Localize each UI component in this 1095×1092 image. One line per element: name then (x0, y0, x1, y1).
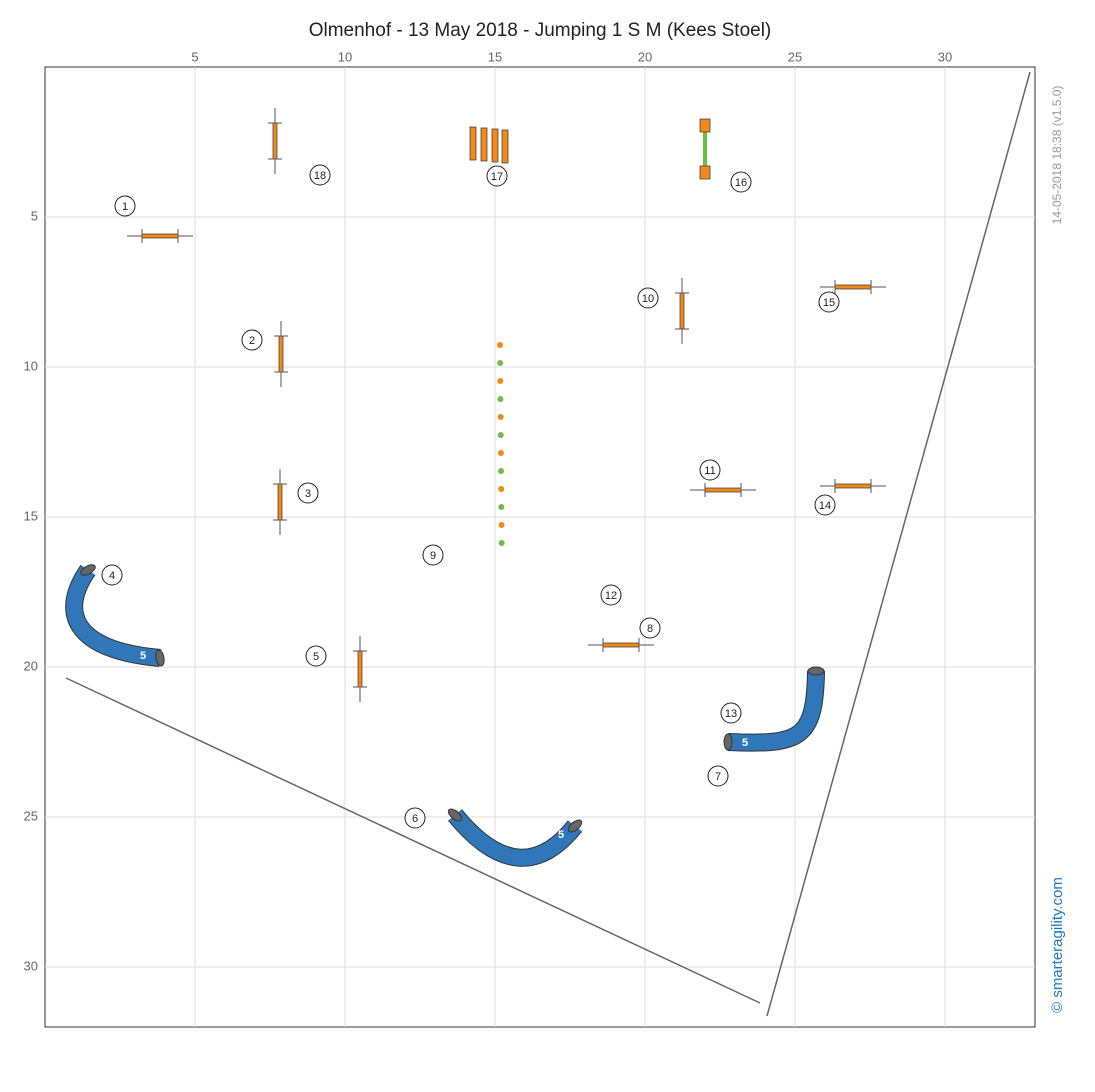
long-jump-plank (491, 128, 499, 163)
long-jump-plank (480, 127, 488, 162)
jump-bar (704, 487, 742, 493)
number-circle (422, 544, 444, 566)
tunnel (66, 565, 161, 666)
x-tick-label: 5 (191, 49, 198, 64)
weave-pole (497, 450, 504, 456)
obstacle-number: 18 (314, 170, 326, 182)
tunnel-label: 5 (558, 829, 564, 841)
x-tick-label: 20 (638, 49, 652, 64)
weave-pole (498, 504, 505, 510)
jump-bar (834, 284, 872, 290)
number-circle (404, 807, 426, 829)
jump-bar (834, 483, 872, 489)
number-circle (637, 287, 659, 309)
tunnel (727, 670, 824, 751)
obstacle-number: 4 (109, 570, 115, 582)
number-circle (818, 291, 840, 313)
obstacle-number: 1 (122, 201, 128, 213)
boundary-line (65, 677, 761, 1004)
number-circle (486, 165, 508, 187)
jump-bar (602, 642, 640, 648)
number-circle (101, 564, 123, 586)
obstacle-number: 13 (725, 708, 737, 720)
number-circle (241, 329, 263, 351)
x-tick-label: 10 (338, 49, 352, 64)
weave-pole (497, 378, 504, 384)
number-circle (707, 765, 729, 787)
obstacle-number: 12 (605, 590, 617, 602)
x-tick-label: 15 (488, 49, 502, 64)
title: Olmenhof - 13 May 2018 - Jumping 1 S M (… (309, 20, 772, 41)
tunnel-end (567, 819, 583, 833)
y-tick-label: 30 (24, 958, 38, 973)
obstacle-number: 5 (313, 651, 319, 663)
y-tick-label: 5 (31, 208, 38, 223)
number-circle (730, 171, 752, 193)
long-jump-plank (501, 129, 509, 164)
weave-pole (497, 342, 503, 348)
jump-bar (277, 483, 283, 521)
credit: © smarteragility.com (1049, 877, 1066, 1013)
weave-pole (498, 468, 505, 474)
y-tick-label: 25 (24, 808, 38, 823)
y-tick-label: 15 (24, 508, 38, 523)
obstacle-number: 9 (430, 550, 436, 562)
frame (44, 66, 1036, 1028)
number-circle (297, 482, 319, 504)
weave-pole (498, 486, 505, 492)
obstacle-number: 11 (704, 465, 715, 477)
number-circle (699, 459, 721, 481)
tunnel-end (80, 564, 96, 576)
number-circle (814, 494, 836, 516)
weave-pole (498, 540, 505, 546)
obstacle-number: 7 (715, 771, 721, 783)
obstacle-number: 10 (642, 293, 654, 305)
y-tick-label: 20 (24, 658, 38, 673)
number-circle (305, 645, 327, 667)
tyre-post (699, 118, 711, 133)
number-circle (309, 164, 331, 186)
weave-pole (497, 360, 504, 366)
tunnel-label: 5 (742, 737, 748, 749)
long-jump-plank (469, 126, 477, 161)
tunnel-end (807, 666, 825, 676)
obstacle-number: 6 (412, 813, 418, 825)
weave-pole (498, 522, 505, 528)
timestamp: 14-05-2018 18:38 (v1.5.0) (1050, 86, 1064, 225)
obstacle-number: 8 (647, 623, 653, 635)
number-circle (720, 702, 742, 724)
obstacle-number: 2 (249, 335, 255, 347)
weave-pole (497, 396, 504, 402)
y-tick-label: 10 (24, 358, 38, 373)
tunnel (448, 809, 582, 866)
boundary-line (766, 71, 1031, 1017)
weave-pole (497, 414, 504, 420)
x-tick-label: 30 (938, 49, 952, 64)
weave-pole (497, 432, 504, 438)
jump-bar (272, 122, 278, 160)
obstacle-number: 17 (491, 171, 503, 183)
tunnel-end (723, 733, 733, 751)
jump-bar (679, 292, 685, 330)
number-circle (114, 195, 136, 217)
obstacle-number: 16 (735, 177, 747, 189)
number-circle (600, 584, 622, 606)
tunnel-end (447, 808, 463, 822)
obstacle-number: 14 (819, 500, 831, 512)
jump-bar (357, 650, 363, 688)
tunnel-end (155, 649, 165, 667)
tunnel-label: 5 (140, 650, 146, 662)
tyre-post (699, 165, 711, 180)
obstacle-number: 15 (823, 297, 835, 309)
jump-bar (141, 233, 179, 239)
jump-bar (278, 335, 284, 373)
obstacles: 5555123456789101112131415161718 (65, 108, 886, 867)
obstacle-number: 3 (305, 488, 311, 500)
number-circle (639, 617, 661, 639)
x-tick-label: 25 (788, 49, 802, 64)
